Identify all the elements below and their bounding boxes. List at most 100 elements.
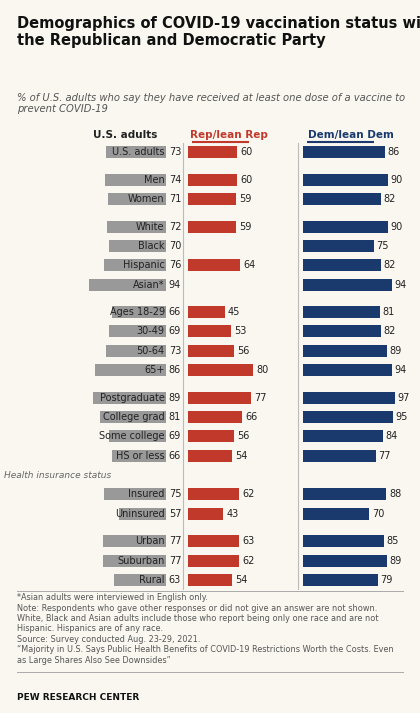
Bar: [106, 146, 166, 158]
Bar: [303, 345, 387, 356]
Text: 86: 86: [169, 365, 181, 375]
Bar: [188, 174, 237, 186]
Bar: [188, 574, 232, 586]
Bar: [303, 279, 392, 291]
Bar: [188, 488, 239, 501]
Text: 94: 94: [395, 279, 407, 289]
Bar: [188, 555, 239, 567]
Bar: [188, 364, 253, 376]
Text: 85: 85: [386, 536, 399, 546]
Text: 30-49: 30-49: [136, 327, 165, 337]
Text: 89: 89: [390, 555, 402, 565]
Bar: [104, 260, 166, 272]
Bar: [103, 535, 166, 548]
Text: Dem/lean Dem: Dem/lean Dem: [307, 130, 394, 140]
Text: 75: 75: [169, 489, 181, 499]
Bar: [303, 220, 389, 232]
Bar: [109, 431, 166, 442]
Text: 73: 73: [169, 346, 181, 356]
Text: 60: 60: [240, 148, 252, 158]
Bar: [112, 306, 166, 318]
Text: 89: 89: [390, 346, 402, 356]
Bar: [188, 508, 223, 520]
Text: 50-64: 50-64: [136, 346, 165, 356]
Text: 43: 43: [226, 509, 239, 519]
Text: 66: 66: [245, 412, 257, 422]
Text: Uninsured: Uninsured: [115, 509, 165, 519]
Bar: [107, 220, 166, 232]
Text: 86: 86: [387, 148, 399, 158]
Bar: [303, 306, 380, 318]
Bar: [303, 431, 383, 442]
Bar: [93, 391, 166, 404]
Text: 54: 54: [235, 451, 248, 461]
Text: 94: 94: [395, 365, 407, 375]
Bar: [188, 411, 242, 423]
Bar: [109, 325, 166, 337]
Bar: [105, 174, 166, 186]
Text: 69: 69: [169, 431, 181, 441]
Text: 79: 79: [381, 575, 393, 585]
Text: 62: 62: [242, 489, 254, 499]
Text: Rep/lean Rep: Rep/lean Rep: [190, 130, 268, 140]
Bar: [108, 193, 166, 205]
Bar: [303, 574, 378, 586]
Text: 82: 82: [383, 327, 396, 337]
Text: 88: 88: [389, 489, 401, 499]
Text: Demographics of COVID-19 vaccination status within
the Republican and Democratic: Demographics of COVID-19 vaccination sta…: [17, 16, 420, 48]
Bar: [188, 306, 225, 318]
Text: 77: 77: [378, 451, 391, 461]
Text: Asian*: Asian*: [133, 279, 165, 289]
Bar: [188, 535, 239, 548]
Bar: [303, 391, 395, 404]
Text: Urban: Urban: [135, 536, 165, 546]
Text: Men: Men: [144, 175, 165, 185]
Bar: [100, 411, 166, 423]
Bar: [114, 574, 166, 586]
Text: 77: 77: [169, 536, 181, 546]
Bar: [303, 508, 370, 520]
Text: 60: 60: [240, 175, 252, 185]
Text: 77: 77: [254, 393, 267, 403]
Bar: [303, 146, 385, 158]
Text: 81: 81: [382, 307, 394, 317]
Bar: [188, 450, 232, 462]
Text: 77: 77: [169, 555, 181, 565]
Bar: [105, 488, 166, 501]
Text: White: White: [136, 222, 165, 232]
Text: 45: 45: [228, 307, 240, 317]
Text: % of U.S. adults who say they have received at least one dose of a vaccine to
pr: % of U.S. adults who say they have recei…: [17, 93, 405, 114]
Bar: [188, 325, 231, 337]
Text: U.S. adults: U.S. adults: [93, 130, 157, 140]
Text: Rural: Rural: [139, 575, 165, 585]
Bar: [188, 431, 234, 442]
Bar: [89, 279, 166, 291]
Text: 62: 62: [242, 555, 254, 565]
Text: 65+: 65+: [144, 365, 165, 375]
Bar: [188, 391, 251, 404]
Bar: [109, 240, 166, 252]
Text: 56: 56: [237, 431, 249, 441]
Text: 82: 82: [383, 260, 396, 270]
Bar: [303, 555, 387, 567]
Text: Suburban: Suburban: [117, 555, 165, 565]
Text: 70: 70: [169, 241, 181, 251]
Text: 76: 76: [169, 260, 181, 270]
Bar: [106, 345, 166, 356]
Text: U.S. adults: U.S. adults: [112, 148, 165, 158]
Bar: [303, 488, 386, 501]
Text: Health insurance status: Health insurance status: [4, 471, 111, 480]
Bar: [303, 535, 383, 548]
Bar: [188, 220, 236, 232]
Text: 72: 72: [169, 222, 181, 232]
Text: Insured: Insured: [128, 489, 165, 499]
Text: Hispanic: Hispanic: [123, 260, 165, 270]
Text: 64: 64: [244, 260, 256, 270]
Text: Black: Black: [138, 241, 165, 251]
Bar: [188, 345, 234, 356]
Text: 71: 71: [169, 194, 181, 204]
Text: 70: 70: [372, 509, 384, 519]
Bar: [103, 555, 166, 567]
Bar: [303, 260, 381, 272]
Text: PEW RESEARCH CENTER: PEW RESEARCH CENTER: [17, 693, 139, 702]
